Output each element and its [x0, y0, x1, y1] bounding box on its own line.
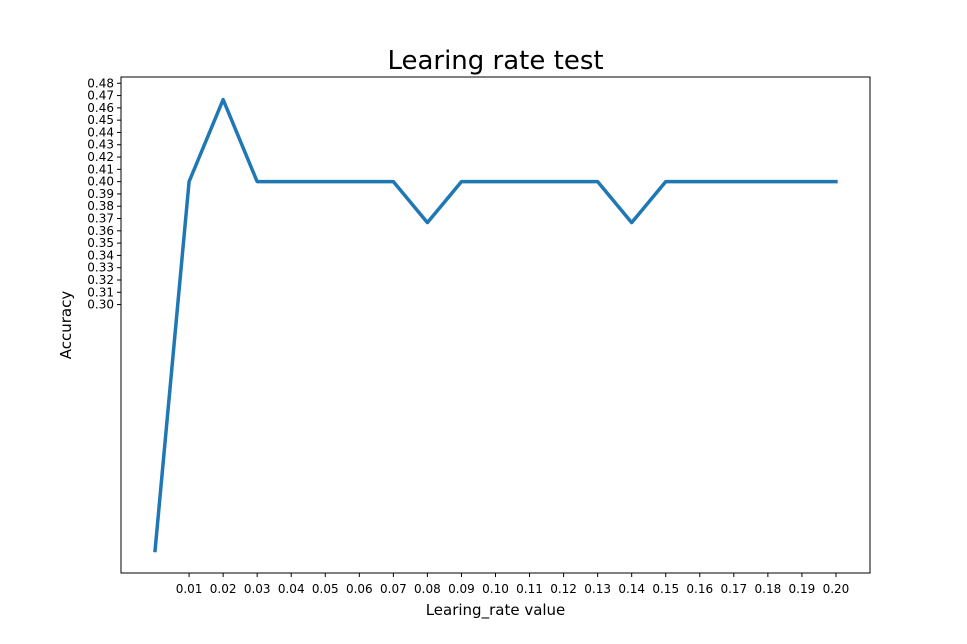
- x-tick-label: 0.20: [823, 582, 850, 596]
- y-tick-label: 0.34: [87, 248, 114, 262]
- y-tick-label: 0.44: [87, 125, 114, 139]
- y-axis-label: Accuracy: [57, 291, 75, 360]
- x-tick-label: 0.15: [652, 582, 679, 596]
- y-tick-label: 0.41: [87, 162, 114, 176]
- y-tick-label: 0.31: [87, 285, 114, 299]
- y-tick-label: 0.47: [87, 89, 114, 103]
- y-tick-label: 0.45: [87, 113, 114, 127]
- y-tick-label: 0.37: [87, 212, 114, 226]
- x-tick-label: 0.19: [789, 582, 816, 596]
- x-tick-label: 0.01: [176, 582, 203, 596]
- x-tick-label: 0.03: [244, 582, 271, 596]
- x-tick-label: 0.17: [720, 582, 747, 596]
- x-tick-label: 0.10: [482, 582, 509, 596]
- x-tick-label: 0.14: [618, 582, 645, 596]
- plot-area: [153, 97, 838, 553]
- y-tick-label: 0.38: [87, 199, 114, 213]
- y-tick-label: 0.33: [87, 261, 114, 275]
- series-line-0: [153, 97, 838, 553]
- x-tick-label: 0.06: [346, 582, 373, 596]
- y-tick-label: 0.36: [87, 224, 114, 238]
- y-tick-label: 0.39: [87, 187, 114, 201]
- y-tick-label: 0.43: [87, 138, 114, 152]
- axes-frame: [120, 76, 871, 574]
- y-tick-label: 0.35: [87, 236, 114, 250]
- x-axis-label: Learing_rate value: [426, 601, 566, 620]
- chart-title: Learing rate test: [387, 46, 603, 76]
- y-tick-label: 0.40: [87, 175, 114, 189]
- y-tick-label: 0.30: [87, 298, 114, 312]
- x-tick-label: 0.08: [414, 582, 441, 596]
- x-tick-label: 0.13: [584, 582, 611, 596]
- x-tick-label: 0.18: [755, 582, 782, 596]
- x-tick-label: 0.11: [516, 582, 543, 596]
- x-tick-label: 0.09: [448, 582, 475, 596]
- y-tick-label: 0.32: [87, 273, 114, 287]
- x-axis-ticks: 0.01 0.02 0.03 0.04 0.05 0.06 0.07 0.08 0.09 0.10…: [176, 573, 850, 596]
- x-tick-label: 0.02: [210, 582, 237, 596]
- y-tick-label: 0.42: [87, 150, 114, 164]
- x-tick-label: 0.07: [380, 582, 407, 596]
- y-tick-label: 0.46: [87, 101, 114, 115]
- x-tick-label: 0.16: [686, 582, 713, 596]
- x-tick-label: 0.05: [312, 582, 339, 596]
- y-tick-label: 0.48: [87, 76, 114, 90]
- x-tick-label: 0.12: [550, 582, 577, 596]
- y-axis-ticks: 0.300.310.320.330.340.350.360.370.380.39…: [87, 76, 121, 312]
- x-tick-label: 0.04: [278, 582, 305, 596]
